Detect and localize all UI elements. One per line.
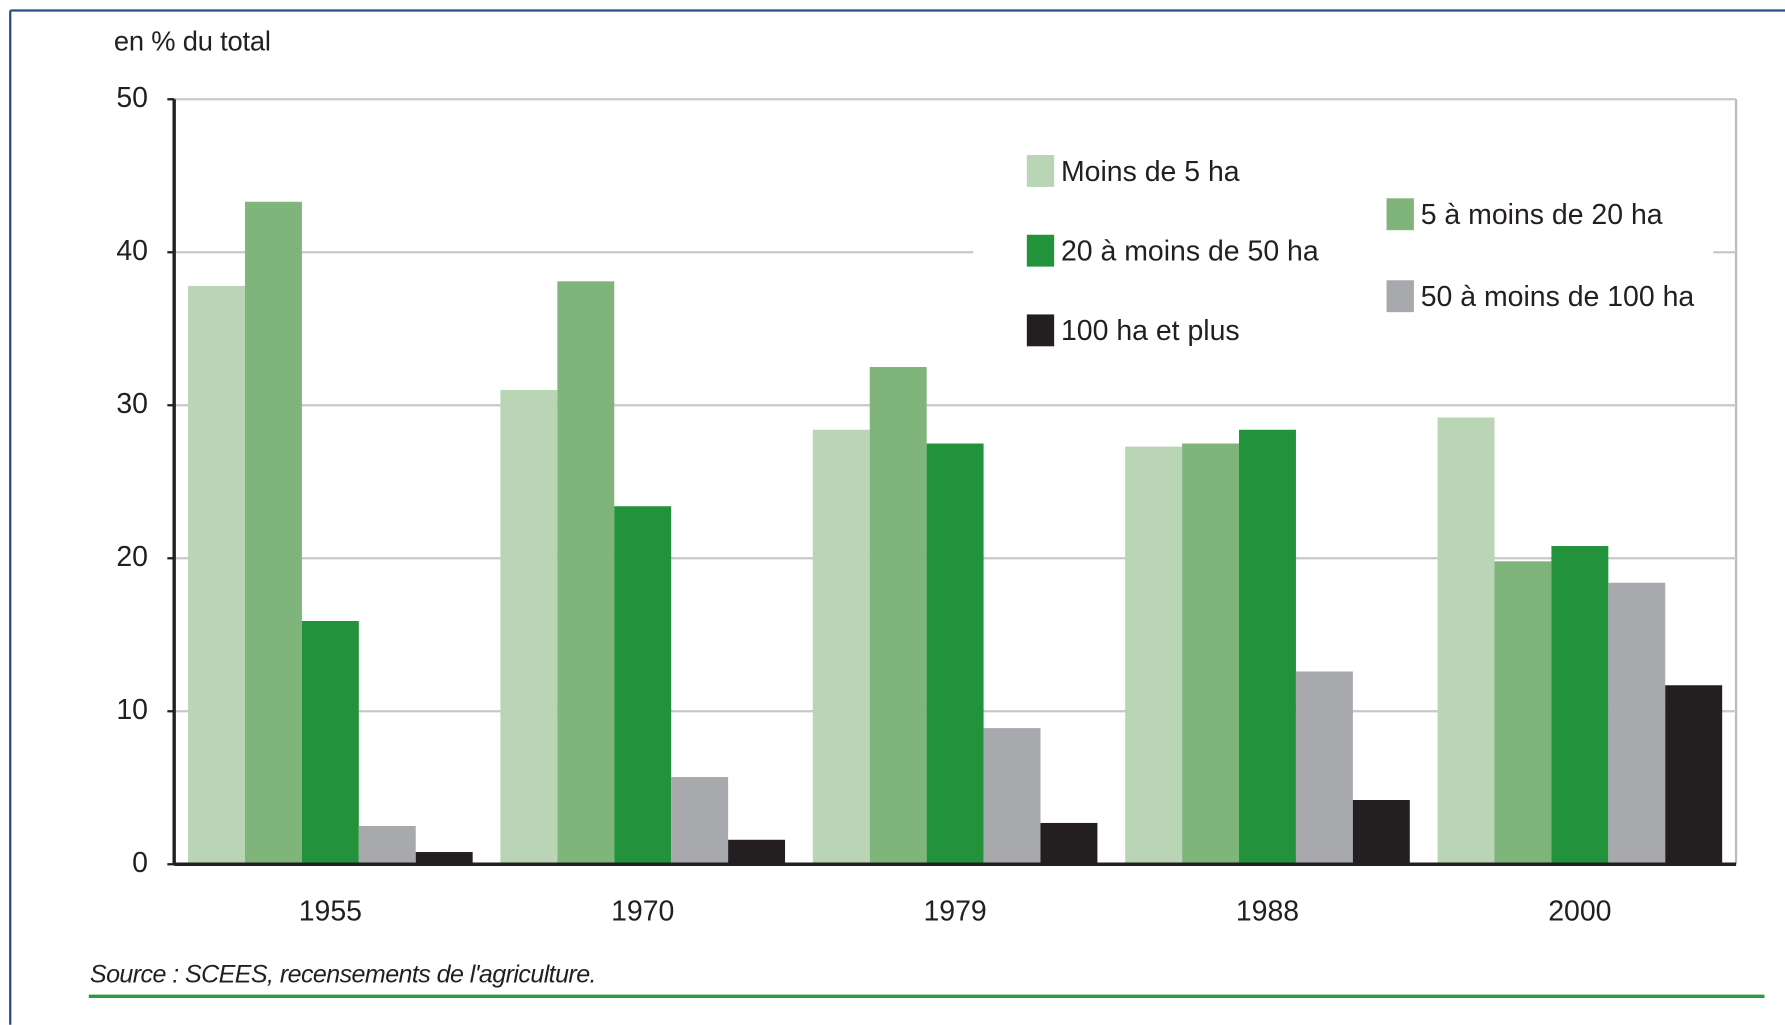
- y-tick-label: 50: [116, 82, 148, 114]
- legend-swatch: [1026, 314, 1055, 347]
- y-tick-label: 30: [116, 388, 148, 420]
- bar: [926, 443, 984, 865]
- y-tick-label: 20: [116, 541, 148, 573]
- bar: [1665, 685, 1723, 865]
- legend-box: [973, 134, 1714, 357]
- bar: [1125, 446, 1183, 865]
- bar: [1551, 546, 1609, 865]
- legend-swatch: [1026, 155, 1055, 187]
- x-tick-label: 1970: [611, 896, 674, 928]
- bar: [1239, 429, 1296, 865]
- legend-swatch: [1386, 280, 1414, 313]
- bar: [557, 281, 615, 865]
- source: Source : SCEES, recensements de l'agricu…: [90, 960, 597, 988]
- bar: [1352, 800, 1410, 865]
- bar: [1295, 671, 1353, 865]
- legend-swatch: [1026, 234, 1055, 267]
- x-tick-label: 2000: [1548, 896, 1611, 928]
- bar: [728, 839, 786, 865]
- x-tick-label: 1979: [923, 896, 986, 928]
- legend-label: 20 à moins de 50 ha: [1061, 235, 1319, 267]
- bar: [1437, 417, 1495, 865]
- bar: [188, 285, 245, 865]
- bar: [869, 367, 927, 865]
- y-tick-label: 0: [132, 847, 148, 879]
- bar: [671, 777, 729, 865]
- bar: [812, 429, 870, 865]
- legend-swatch: [1386, 198, 1414, 231]
- legend-label: Moins de 5 ha: [1061, 156, 1240, 188]
- bar: [1494, 561, 1552, 865]
- bar: [358, 826, 416, 865]
- y-tick-label: 10: [116, 694, 148, 726]
- bar: [983, 728, 1041, 865]
- bar: [415, 852, 473, 865]
- legend-label: 5 à moins de 20 ha: [1421, 199, 1663, 231]
- x-tick-label: 1955: [299, 896, 362, 928]
- bar: [500, 389, 558, 865]
- bar: [244, 201, 302, 865]
- legend-label: 100 ha et plus: [1061, 315, 1240, 347]
- y-axis-label: en % du total: [114, 26, 271, 57]
- y-tick-label: 40: [116, 235, 148, 267]
- bar: [1040, 822, 1098, 865]
- x-tick-label: 1988: [1236, 896, 1299, 928]
- bar: [301, 620, 359, 865]
- legend-label: 50 à moins de 100 ha: [1421, 281, 1695, 313]
- bar: [1608, 582, 1666, 865]
- bar: [614, 506, 672, 865]
- bar: [1182, 443, 1240, 865]
